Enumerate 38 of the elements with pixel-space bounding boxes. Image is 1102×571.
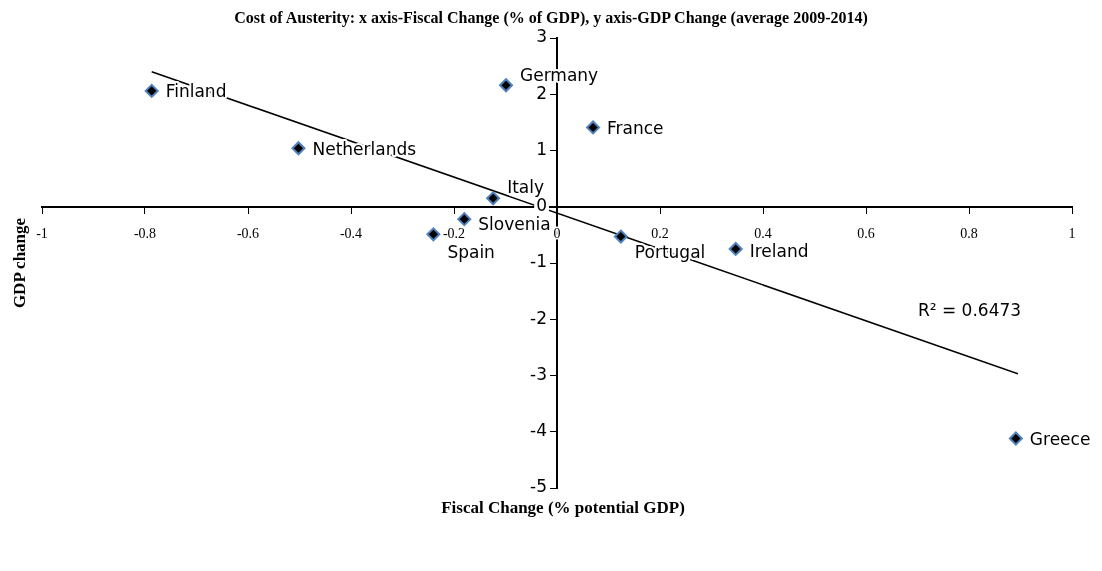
- y-tick-label: 2: [536, 82, 547, 103]
- point: [1008, 431, 1023, 446]
- point: [144, 83, 159, 98]
- y-tick-label: -5: [530, 476, 547, 497]
- point: [486, 191, 501, 206]
- x-tick-label: -0.4: [339, 226, 363, 242]
- x-tick-label: 0.8: [960, 226, 978, 242]
- y-axis-title: GDP change: [10, 217, 30, 309]
- point: [426, 227, 441, 242]
- x-tick-label: 0.4: [754, 226, 772, 242]
- x-tick-label: -0.8: [133, 226, 157, 242]
- x-tick-label: -0.2: [442, 226, 466, 242]
- y-tick-label: 1: [536, 138, 547, 159]
- annotation: Italy: [507, 176, 545, 197]
- x-tick-label: 1: [1068, 226, 1076, 242]
- chart-title: Cost of Austerity: x axis-Fiscal Change (% of GDP), y axis-GDP Change (average 2009-2014): [233, 8, 869, 28]
- point: [291, 141, 306, 156]
- point: [586, 120, 601, 135]
- annotation: R² = 0.6473: [917, 300, 1022, 321]
- y-tick-label: -1: [530, 251, 547, 272]
- point: [499, 78, 514, 93]
- point: [728, 241, 743, 256]
- x-tick-label: -0.6: [236, 226, 260, 242]
- annotation: France: [607, 117, 664, 138]
- y-tick-label: -2: [530, 307, 547, 328]
- annotation: Ireland: [749, 241, 809, 262]
- point: [613, 229, 628, 244]
- x-tick-label: 0.2: [651, 226, 669, 242]
- point: [457, 212, 472, 227]
- x-tick-label: 0.6: [857, 226, 875, 242]
- x-axis-title: Fiscal Change (% potential GDP): [440, 498, 686, 518]
- y-tick-label: -3: [530, 363, 547, 384]
- annotation: Spain: [447, 241, 495, 262]
- annotation: Greece: [1029, 428, 1091, 449]
- x-tick-label: -1: [36, 226, 48, 242]
- y-tick-label: 3: [536, 26, 547, 47]
- y-tick-label: -4: [530, 420, 547, 441]
- annotation: Slovenia: [478, 213, 551, 234]
